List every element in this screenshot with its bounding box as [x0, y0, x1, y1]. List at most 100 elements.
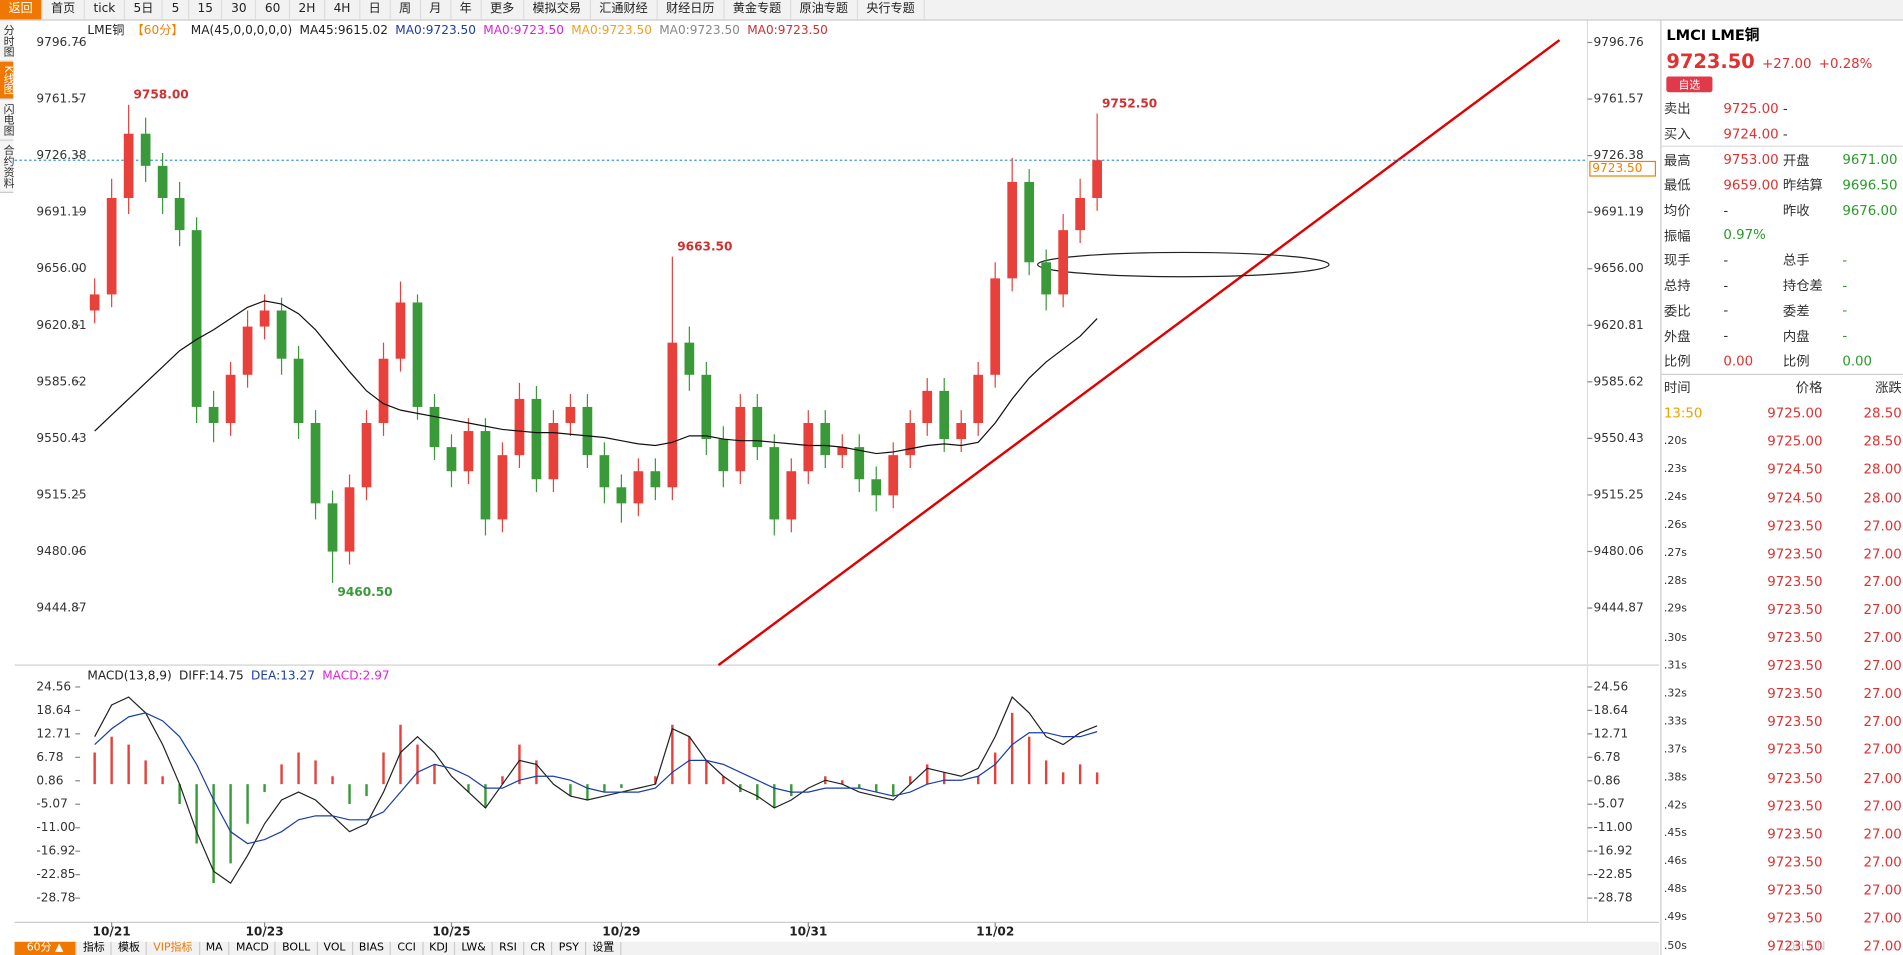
- quote-label: 委比: [1663, 303, 1691, 320]
- quote-value: -: [1723, 327, 1729, 344]
- side-tab[interactable]: 分时图: [0, 20, 13, 62]
- toolbar-button[interactable]: 周: [390, 0, 421, 20]
- candle-body: [344, 487, 355, 552]
- candle-body: [497, 455, 508, 520]
- indicator-tab[interactable]: VIP指标: [147, 941, 200, 955]
- toolbar-button[interactable]: 首页: [42, 0, 85, 20]
- candle-body: [446, 447, 457, 472]
- toolbar-button[interactable]: 汇通财经: [591, 0, 658, 20]
- toolbar-button[interactable]: tick: [85, 0, 126, 20]
- y-tick-label: -11.00: [1594, 820, 1633, 834]
- candle-body: [769, 447, 780, 520]
- candle-body: [1092, 160, 1102, 198]
- x-tick-label: 10/25: [432, 925, 470, 939]
- candle-body: [956, 423, 967, 440]
- indicator-tab[interactable]: BOLL: [276, 941, 318, 955]
- trade-cell: 9723.50: [1767, 573, 1823, 590]
- indicator-tab[interactable]: MACD: [230, 941, 277, 955]
- toolbar-button[interactable]: 日: [360, 0, 391, 20]
- toolbar-button[interactable]: 更多: [481, 0, 524, 20]
- indicator-tab[interactable]: PSY: [553, 941, 587, 955]
- trade-row: .50s 9723.50 27.00: [1661, 932, 1903, 955]
- indicator-tab[interactable]: BIAS: [353, 941, 392, 955]
- legend-item: MA45:9615.02: [300, 23, 388, 37]
- indicator-tab[interactable]: 设置: [586, 941, 622, 955]
- trade-row: 13:50 9725.00 28.50: [1661, 400, 1903, 428]
- extreme-label: 9460.50: [337, 585, 392, 599]
- y-tick-label: 24.56: [1594, 679, 1629, 693]
- toolbar-button[interactable]: 5日: [125, 0, 164, 20]
- side-tab[interactable]: 闪电图: [0, 99, 13, 141]
- quote-value: -: [1842, 302, 1848, 319]
- trade-cell: 27.00: [1863, 910, 1902, 926]
- indicator-tab[interactable]: 指标: [77, 941, 112, 955]
- indicator-tab[interactable]: LW&: [455, 941, 494, 955]
- trade-cell: 9723.50: [1767, 938, 1823, 955]
- y-tick-label: -22.85: [36, 867, 75, 881]
- toolbar-button[interactable]: 60: [256, 0, 291, 20]
- toolbar-button[interactable]: 模拟交易: [524, 0, 591, 20]
- trade-cell: .46s: [1663, 855, 1687, 869]
- toolbar-button[interactable]: 央行专题: [858, 0, 925, 20]
- trade-cell: .24s: [1663, 491, 1687, 504]
- candle-body: [463, 431, 474, 472]
- y-tick-label: 9550.43: [36, 431, 86, 445]
- toolbar-button[interactable]: 返回: [0, 0, 43, 20]
- candle-body: [514, 398, 525, 456]
- period-select[interactable]: 60分 ▲: [14, 941, 77, 955]
- candle-body: [650, 471, 661, 488]
- toolbar-button[interactable]: 30: [223, 0, 257, 20]
- trade-cell: 27.00: [1863, 601, 1902, 618]
- toolbar-button[interactable]: 5: [163, 0, 190, 20]
- toolbar-button[interactable]: 原油专题: [791, 0, 858, 20]
- candle-body: [276, 310, 287, 359]
- indicator-tab[interactable]: CR: [524, 941, 553, 955]
- toolbar-button[interactable]: 2H: [290, 0, 326, 20]
- indicator-tab[interactable]: 模板: [112, 941, 148, 955]
- fav-button[interactable]: 自选: [1666, 76, 1713, 93]
- x-tick-label: 10/23: [245, 925, 283, 939]
- y-tick-label: 9726.38: [36, 148, 86, 162]
- indicator-tab[interactable]: CCI: [391, 941, 424, 955]
- dea-line: [94, 712, 1098, 845]
- y-tick-label: 0.86: [1594, 773, 1621, 787]
- trade-cell: 9723.50: [1767, 910, 1823, 926]
- toolbar-button[interactable]: 15: [189, 0, 223, 20]
- extreme-label: 9663.50: [677, 239, 732, 253]
- y-tick-label: 9620.81: [36, 318, 86, 332]
- candle-body: [701, 374, 712, 440]
- trade-cell: 28.50: [1863, 405, 1902, 422]
- trade-cell: 27.00: [1863, 770, 1902, 786]
- y-tick-label: 9444.87: [1594, 601, 1644, 615]
- toolbar-button[interactable]: 月: [421, 0, 452, 20]
- name: LME铜: [1711, 26, 1760, 44]
- candle-body: [1041, 262, 1052, 295]
- y-tick-label: 12.71: [36, 726, 71, 740]
- trade-cell: .31s: [1663, 659, 1687, 672]
- candle-body: [208, 406, 219, 424]
- symbol: LMCI: [1666, 26, 1707, 44]
- toolbar-button[interactable]: 4H: [325, 0, 361, 20]
- trade-row: .26s 9723.50 27.00: [1661, 512, 1903, 540]
- trade-row: .31s 9723.50 27.00: [1661, 652, 1903, 680]
- quote-value: 0.97%: [1723, 227, 1766, 244]
- side-tab[interactable]: K线图: [0, 61, 13, 100]
- y-tick-label: 9550.43: [1594, 431, 1644, 445]
- y-tick-label: 9515.25: [1594, 487, 1644, 501]
- indicator-tab[interactable]: MA: [200, 941, 230, 955]
- side-tab[interactable]: 合约资料: [0, 140, 13, 193]
- toolbar-button[interactable]: 年: [451, 0, 482, 20]
- indicator-tab[interactable]: VOL: [317, 941, 353, 955]
- trade-row: .27s 9723.50 27.00: [1661, 540, 1903, 568]
- y-tick-label: 18.64: [1594, 703, 1629, 717]
- trade-cell: .28s: [1663, 575, 1687, 588]
- toolbar-button[interactable]: 黄金专题: [724, 0, 791, 20]
- indicator-tab[interactable]: RSI: [493, 941, 525, 955]
- toolbar-button[interactable]: 财经日历: [657, 0, 725, 20]
- y-tick-label: 9656.00: [1594, 261, 1644, 275]
- quote-label: -: [1782, 100, 1788, 117]
- trade-cell: .20s: [1663, 435, 1687, 448]
- indicator-tab[interactable]: KDJ: [423, 941, 456, 955]
- trade-cell: 9723.50: [1767, 685, 1823, 702]
- trade-cell: 9723.50: [1767, 517, 1823, 534]
